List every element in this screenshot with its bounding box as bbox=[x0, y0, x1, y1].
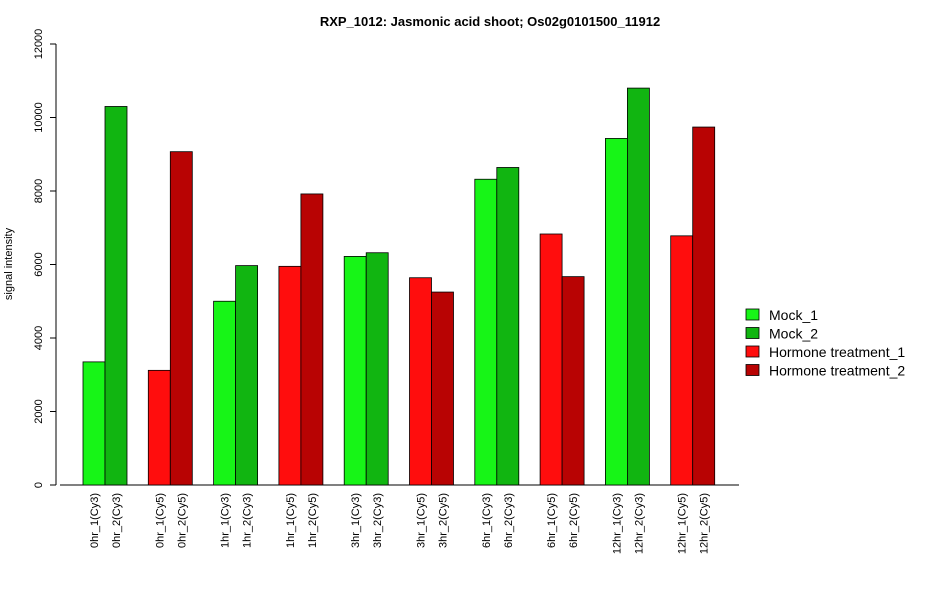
bar bbox=[147, 369, 171, 486]
y-tick-label: 6000 bbox=[33, 252, 45, 276]
bar bbox=[235, 265, 259, 486]
x-tick-label: 3hr_2(Cy3) bbox=[372, 493, 384, 548]
y-tick-label: 4000 bbox=[33, 326, 45, 350]
bar bbox=[692, 126, 716, 486]
bar bbox=[82, 361, 106, 486]
x-tick-label: 3hr_1(Cy5) bbox=[416, 493, 428, 548]
bar bbox=[278, 265, 302, 486]
x-tick-label: 3hr_2(Cy5) bbox=[438, 493, 450, 548]
legend-swatch bbox=[745, 345, 760, 358]
x-tick-label: 12hr_1(Cy3) bbox=[611, 493, 623, 554]
legend-label: Hormone treatment_2 bbox=[769, 363, 905, 379]
legend: Mock_1 Mock_2 Hormone treatment_1 Hormone t… bbox=[745, 307, 905, 379]
x-tick-label: 0hr_1(Cy3) bbox=[89, 493, 101, 548]
bar bbox=[496, 167, 520, 486]
legend-label: Hormone treatment_1 bbox=[769, 344, 905, 360]
x-tick-label: 1hr_2(Cy3) bbox=[242, 493, 254, 548]
x-tick-label: 0hr_1(Cy5) bbox=[154, 493, 166, 548]
bar bbox=[409, 277, 432, 486]
x-tick-label: 6hr_2(Cy3) bbox=[503, 493, 515, 548]
x-tick-label: 3hr_1(Cy3) bbox=[350, 493, 362, 548]
bar bbox=[431, 291, 454, 486]
bar bbox=[300, 193, 324, 486]
x-tick-label: 12hr_2(Cy5) bbox=[699, 493, 711, 554]
bar bbox=[343, 256, 367, 486]
bar bbox=[365, 252, 389, 486]
y-tick-label: 2000 bbox=[33, 399, 45, 423]
bar bbox=[474, 178, 498, 486]
legend-swatch bbox=[745, 308, 760, 321]
x-tick-label: 6hr_1(Cy5) bbox=[546, 493, 558, 548]
bar bbox=[627, 87, 650, 486]
y-tick-label: 10000 bbox=[33, 102, 45, 133]
legend-swatch bbox=[745, 364, 760, 376]
x-tick-label: 1hr_2(Cy5) bbox=[307, 493, 319, 548]
x-tick-label: 12hr_1(Cy5) bbox=[677, 493, 689, 554]
legend-swatch bbox=[745, 327, 760, 339]
bar bbox=[169, 151, 193, 486]
x-tick-label: 1hr_1(Cy5) bbox=[285, 493, 297, 548]
x-tick-label: 1hr_1(Cy3) bbox=[220, 493, 232, 548]
bar bbox=[539, 233, 563, 486]
x-tick-label: 6hr_1(Cy3) bbox=[481, 493, 493, 548]
legend-label: Mock_1 bbox=[769, 307, 818, 323]
bar bbox=[104, 106, 128, 486]
x-tick-labels: 0hr_1(Cy3) 0hr_2(Cy3) 0hr_1(Cy5) 0hr_2(Cy5)… bbox=[89, 493, 711, 554]
x-tick-label: 0hr_2(Cy3) bbox=[111, 493, 123, 548]
x-tick-label: 6hr_2(Cy5) bbox=[568, 493, 580, 548]
x-tick-label: 0hr_2(Cy5) bbox=[176, 493, 188, 548]
chart-title: RXP_1012: Jasmonic acid shoot; Os02g0101… bbox=[320, 14, 660, 29]
legend-label: Mock_2 bbox=[769, 326, 818, 342]
bar bbox=[213, 300, 237, 486]
y-tick-label: 12000 bbox=[33, 29, 45, 60]
y-axis: 0 2000 4000 6000 8000 10000 12000 bbox=[33, 29, 57, 488]
x-tick-label: 12hr_2(Cy3) bbox=[633, 493, 645, 554]
y-axis-label: signal intensity bbox=[3, 227, 15, 300]
y-tick-label: 0 bbox=[33, 482, 45, 488]
bars bbox=[82, 87, 716, 486]
y-tick-label: 8000 bbox=[33, 179, 45, 203]
bar bbox=[670, 235, 694, 486]
bar bbox=[561, 276, 585, 486]
bar bbox=[605, 138, 628, 486]
